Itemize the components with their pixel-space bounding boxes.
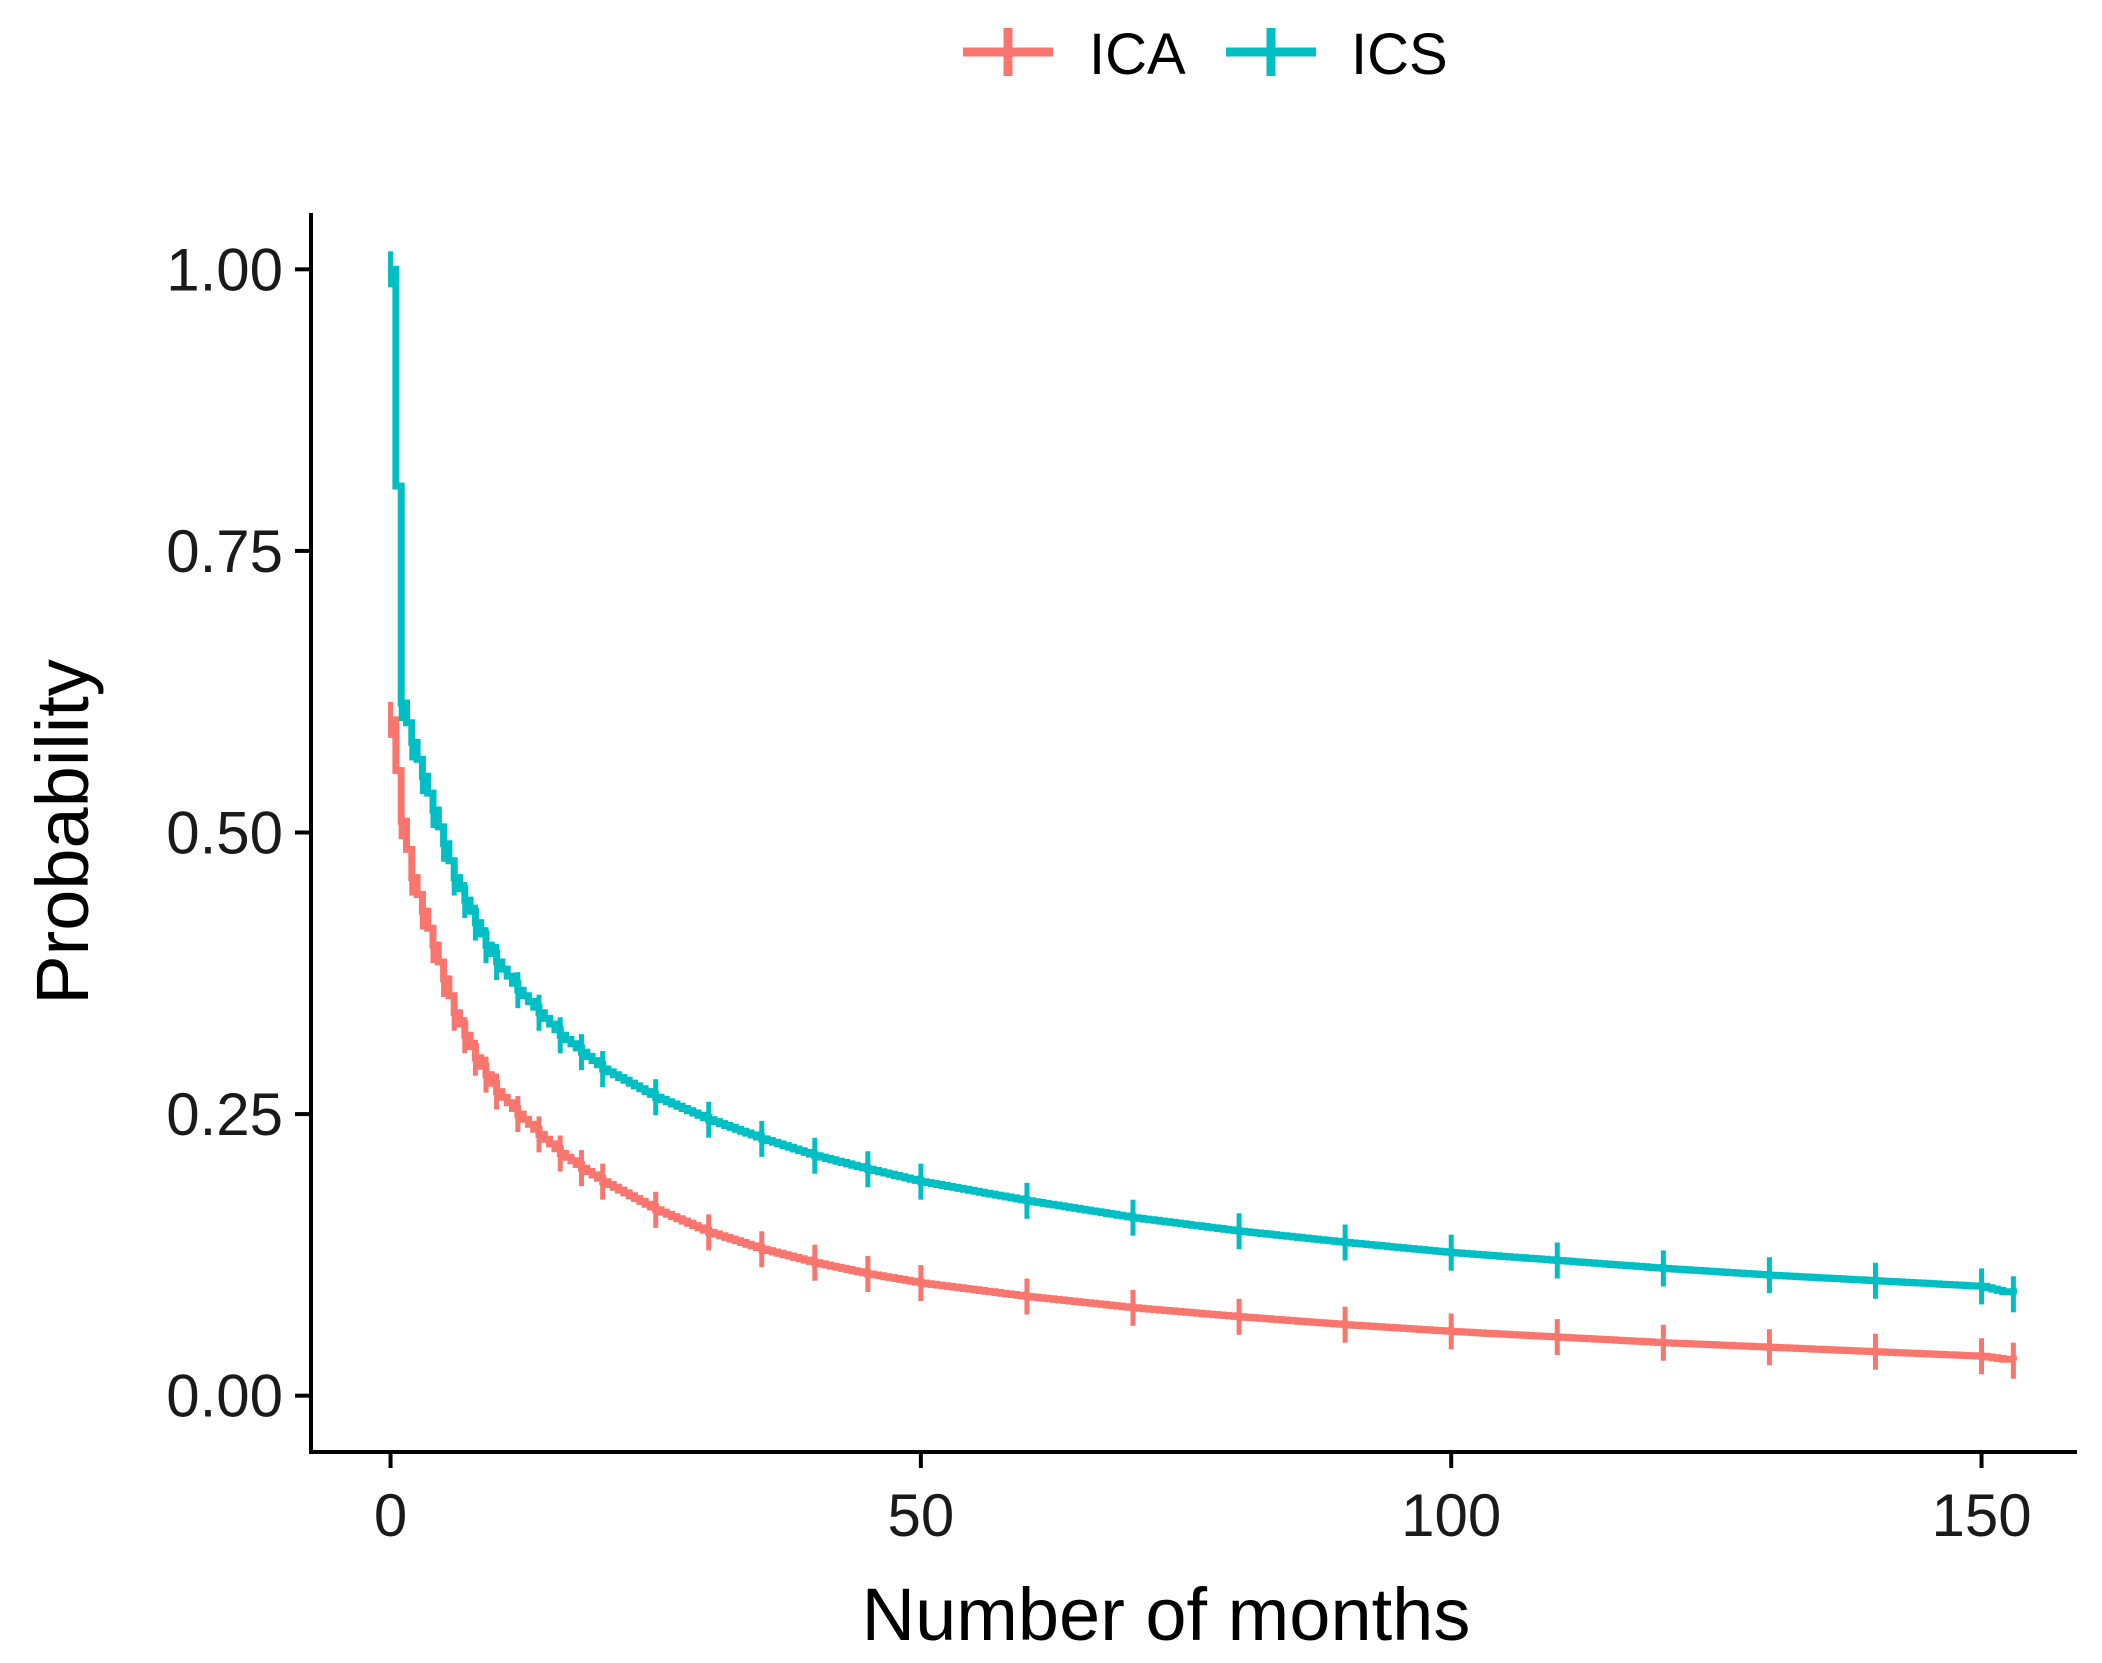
legend-item-ics: ICS [1226, 22, 1448, 87]
y-tick-label: 0.75 [166, 518, 283, 585]
y-tick-label: 0.50 [166, 800, 283, 867]
legend-label-ics: ICS [1351, 22, 1448, 87]
legend-label-ica: ICA [1089, 22, 1186, 87]
x-tick-label: 150 [1931, 1482, 2031, 1549]
y-tick-label: 1.00 [166, 236, 283, 303]
x-tick-label: 0 [374, 1482, 407, 1549]
axis-ticks: 0.00 0.25 0.50 0.75 1.00 0 50 100 150 [166, 236, 2031, 1549]
y-tick-label: 0.00 [166, 1363, 283, 1430]
y-tick-label: 0.25 [166, 1081, 283, 1148]
x-tick-label: 50 [888, 1482, 955, 1549]
series-layer [388, 251, 2017, 1379]
legend: ICA ICS [963, 22, 1448, 87]
series-ics [388, 251, 2017, 1313]
x-tick-label: 100 [1401, 1482, 1501, 1549]
x-axis-title: Number of months [862, 1573, 1471, 1656]
y-axis-title: Probability [21, 659, 104, 1005]
series-ica [388, 701, 2017, 1379]
legend-item-ica: ICA [963, 22, 1186, 87]
series-ica-curve [390, 716, 2017, 1363]
series-ics-curve [390, 265, 2017, 1296]
